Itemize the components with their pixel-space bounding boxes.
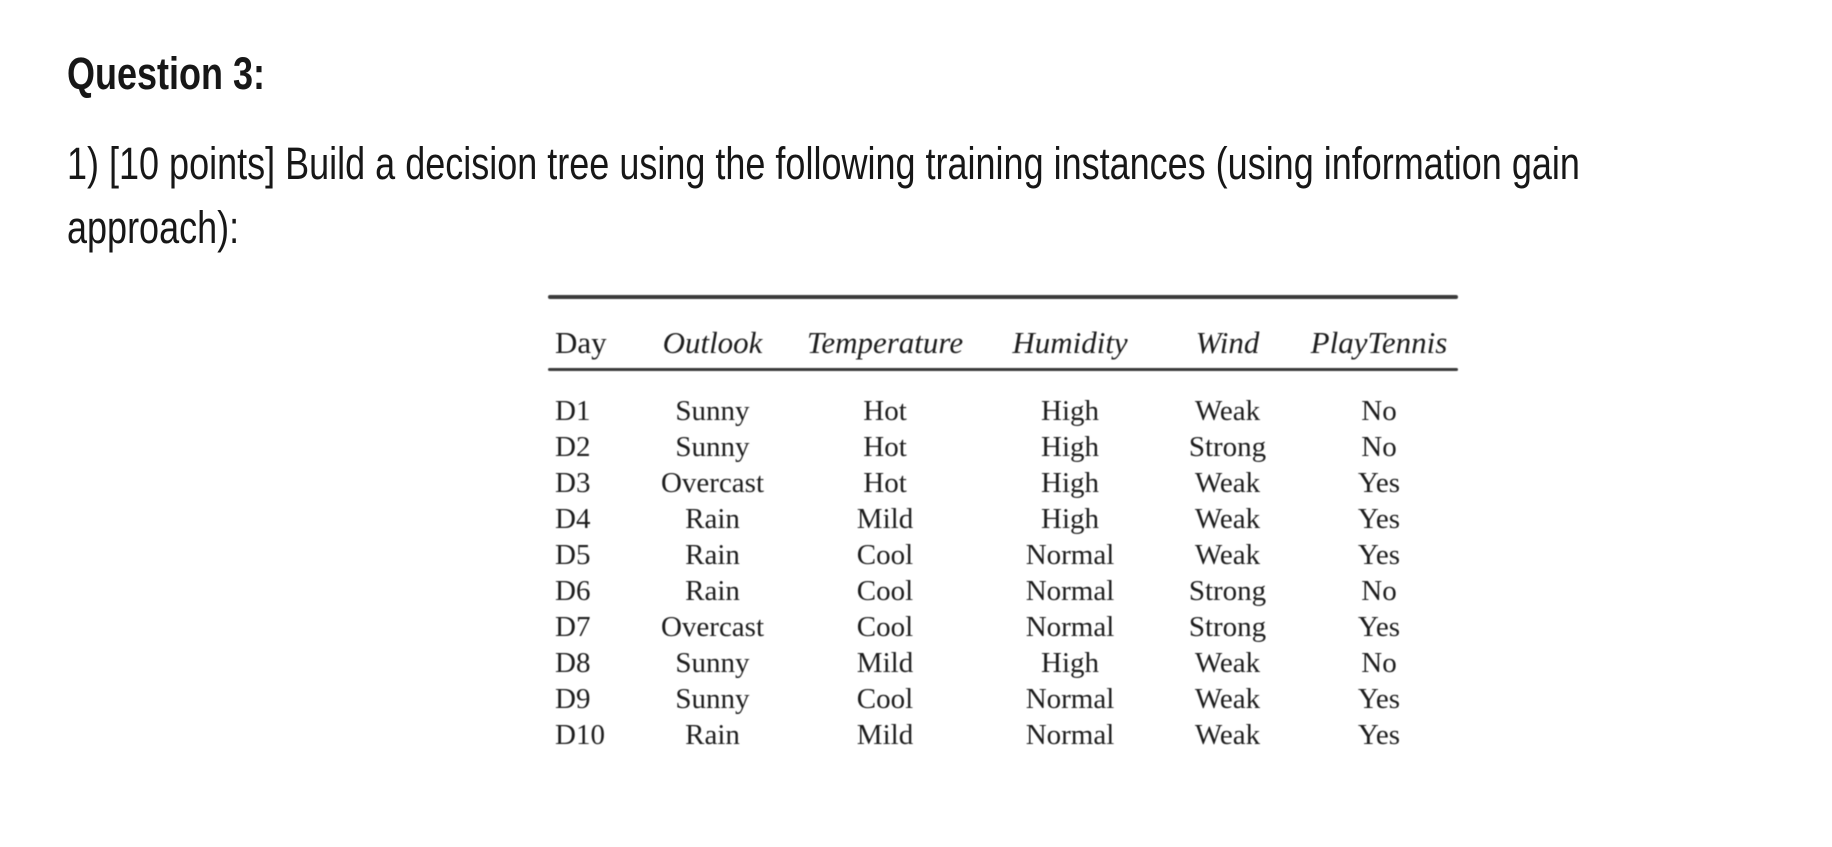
training-table: Day Outlook Temperature Humidity Wind PlayTen… — [548, 295, 1458, 753]
table-body: D1 Sunny Hot High Weak No D2 Sunny Hot High Strong… — [548, 371, 1458, 753]
table-cell: Yes — [1357, 502, 1401, 535]
table-cell: D10 — [555, 718, 605, 751]
table-header-cell: Temperature — [806, 325, 964, 360]
table-cell: Normal — [1025, 718, 1115, 751]
table-cell: Rain — [685, 718, 740, 751]
table-cell: Yes — [1357, 466, 1401, 499]
table-cell: Sunny — [675, 394, 750, 427]
table-cell: D5 — [555, 538, 591, 571]
table-cell: No — [1361, 646, 1397, 679]
table-cell: Cool — [856, 538, 914, 571]
table-cell: Hot — [863, 394, 907, 427]
table-cell: No — [1361, 430, 1397, 463]
table-cell: Rain — [685, 502, 740, 535]
table-cell: Normal — [1025, 538, 1115, 571]
table-cell: D7 — [555, 610, 591, 643]
table-cell: Mild — [856, 502, 914, 535]
table-cell: Normal — [1025, 610, 1115, 643]
table-cell: Overcast — [660, 466, 765, 499]
table-cell: Yes — [1357, 538, 1401, 571]
table-cell: High — [1041, 430, 1099, 463]
table-header-cell: Wind — [1195, 325, 1260, 360]
table-header-cell: PlayTennis — [1310, 325, 1448, 360]
table-cell: High — [1041, 394, 1099, 427]
table-header-cell: Outlook — [662, 325, 763, 360]
table-cell: Weak — [1194, 502, 1261, 535]
table-cell: Weak — [1194, 718, 1261, 751]
table-cell: Hot — [863, 466, 907, 499]
table-header-row: Day Outlook Temperature Humidity Wind PlayTen… — [548, 299, 1458, 368]
table-cell: Sunny — [675, 430, 750, 463]
table-cell: Sunny — [675, 646, 750, 679]
table-cell: D4 — [555, 502, 591, 535]
table-cell: Cool — [856, 610, 914, 643]
table-cell: Hot — [863, 430, 907, 463]
table-cell: Mild — [856, 646, 914, 679]
question-title: Question 3: — [67, 48, 266, 99]
table-cell: Weak — [1194, 538, 1261, 571]
table-cell: Mild — [856, 718, 914, 751]
table-cell: Weak — [1194, 466, 1261, 499]
table-header-rule — [548, 368, 1458, 371]
table-cell: Cool — [856, 574, 914, 607]
table-row: D3 Overcast Hot High Weak Yes — [548, 465, 1458, 501]
table-cell: Sunny — [675, 682, 750, 715]
table-cell: High — [1041, 502, 1099, 535]
table-cell: D3 — [555, 466, 591, 499]
table-cell: D6 — [555, 574, 591, 607]
table-row: D7 Overcast Cool Normal Strong Yes — [548, 609, 1458, 645]
table-cell: Weak — [1194, 394, 1261, 427]
table-cell: D8 — [555, 646, 591, 679]
table-cell: Weak — [1194, 682, 1261, 715]
table-header-cell: Humidity — [1012, 325, 1128, 360]
table-cell: No — [1361, 394, 1397, 427]
table-cell: Cool — [856, 682, 914, 715]
table-cell: High — [1041, 466, 1099, 499]
table-cell: High — [1041, 646, 1099, 679]
table-cell: Normal — [1025, 574, 1115, 607]
table-cell: Weak — [1194, 646, 1261, 679]
table-cell: Yes — [1357, 682, 1401, 715]
table-cell: Rain — [685, 574, 740, 607]
table-row: D6 Rain Cool Normal Strong No — [548, 573, 1458, 609]
table-cell: Rain — [685, 538, 740, 571]
table-row: D10 Rain Mild Normal Weak Yes — [548, 717, 1458, 753]
table-cell: D2 — [555, 430, 591, 463]
table-row: D9 Sunny Cool Normal Weak Yes — [548, 681, 1458, 717]
table-cell: Yes — [1357, 718, 1401, 751]
table-row: D2 Sunny Hot High Strong No — [548, 429, 1458, 465]
table-top-rule — [548, 295, 1458, 299]
table-cell: No — [1361, 574, 1397, 607]
table-cell: D1 — [555, 394, 591, 427]
table-cell: Strong — [1188, 574, 1267, 607]
table-cell: D9 — [555, 682, 591, 715]
table-cell: Yes — [1357, 610, 1401, 643]
question-text-line-1: 1) [10 points] Build a decision tree usi… — [67, 138, 1580, 189]
table-header-cell: Day — [555, 325, 607, 360]
question-text-line-2: approach): — [67, 202, 240, 253]
table-row: D8 Sunny Mild High Weak No — [548, 645, 1458, 681]
table-row: D5 Rain Cool Normal Weak Yes — [548, 537, 1458, 573]
table-row: D1 Sunny Hot High Weak No — [548, 393, 1458, 429]
table-cell: Strong — [1188, 430, 1267, 463]
table-cell: Overcast — [660, 610, 765, 643]
table-row: D4 Rain Mild High Weak Yes — [548, 501, 1458, 537]
table-cell: Strong — [1188, 610, 1267, 643]
table-cell: Normal — [1025, 682, 1115, 715]
